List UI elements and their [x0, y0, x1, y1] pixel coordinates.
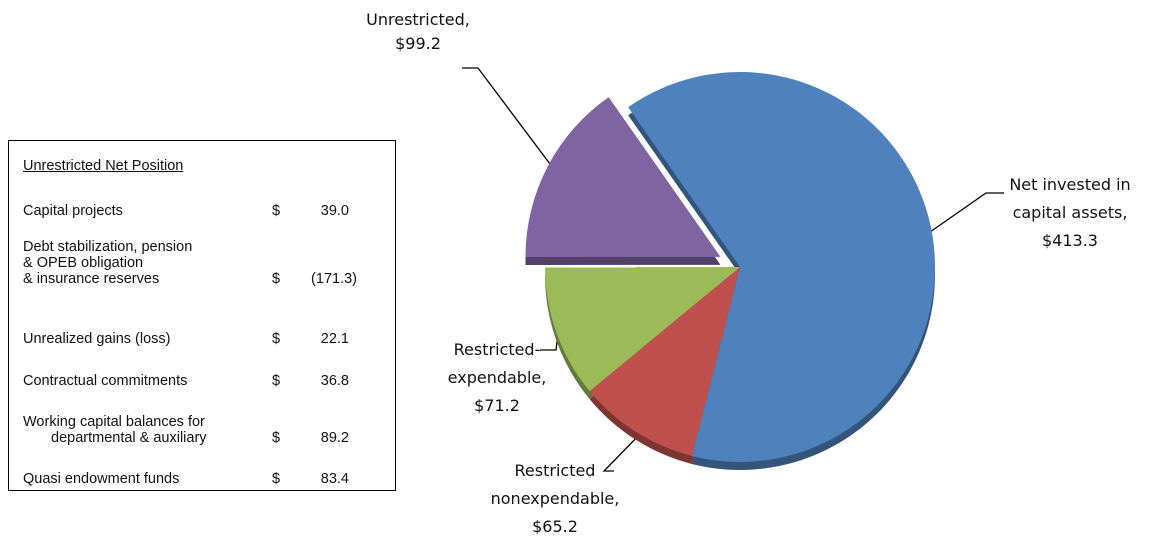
table-title: Unrestricted Net Position	[23, 158, 184, 174]
row-label: & insurance reserves	[23, 271, 160, 287]
leader-lines	[462, 67, 1004, 472]
row-amount: 83.4	[320, 471, 349, 487]
slice-label: Net invested in capital assets, $413.3	[995, 171, 1145, 255]
row-currency: $	[272, 271, 281, 287]
category-label: Unrestricted,	[366, 10, 470, 29]
slice-label: Unrestricted, $99.2	[343, 8, 493, 56]
row-label: Debt stabilization, pension	[23, 239, 193, 255]
value-label: $413.3	[1042, 231, 1098, 250]
value-label: $99.2	[395, 34, 441, 53]
row-currency: $	[272, 373, 281, 389]
row-currency: $	[272, 430, 281, 446]
leader-line	[929, 192, 1004, 233]
row-amount: 89.2	[320, 430, 349, 446]
slice	[525, 97, 721, 257]
slice	[589, 267, 740, 456]
slice	[628, 72, 936, 463]
slice-label: Restricted-expendable, $71.2	[432, 336, 562, 420]
value-label: $65.2	[532, 517, 578, 536]
row-label: & OPEB obligation	[23, 255, 144, 271]
row-label: departmental & auxiliary	[51, 430, 207, 446]
slice-label: Restricted nonexpendable, $65.2	[480, 457, 630, 541]
row-amount: (171.3)	[311, 271, 357, 287]
row-label: Unrealized gains (loss)	[23, 331, 171, 347]
row-label: Contractual commitments	[23, 373, 188, 389]
leader-line	[602, 431, 643, 472]
table-box: Unrestricted Net Position Capital projec…	[8, 140, 396, 491]
row-label: Working capital balances for	[23, 414, 205, 430]
row-amount: 36.8	[320, 373, 349, 389]
leader-line	[462, 67, 557, 173]
category-label: Restricted-expendable,	[447, 340, 547, 387]
category-label: Restricted nonexpendable,	[490, 461, 620, 508]
row-currency: $	[272, 331, 281, 347]
value-label: $71.2	[474, 396, 520, 415]
row-label: Quasi endowment funds	[23, 471, 180, 487]
category-label: Net invested in capital assets,	[1009, 175, 1131, 222]
slice	[545, 267, 740, 392]
row-currency: $	[272, 203, 281, 219]
row-amount: 39.0	[320, 203, 349, 219]
row-currency: $	[272, 471, 281, 487]
row-amount: 22.1	[320, 331, 349, 347]
row-label: Capital projects	[23, 203, 123, 219]
